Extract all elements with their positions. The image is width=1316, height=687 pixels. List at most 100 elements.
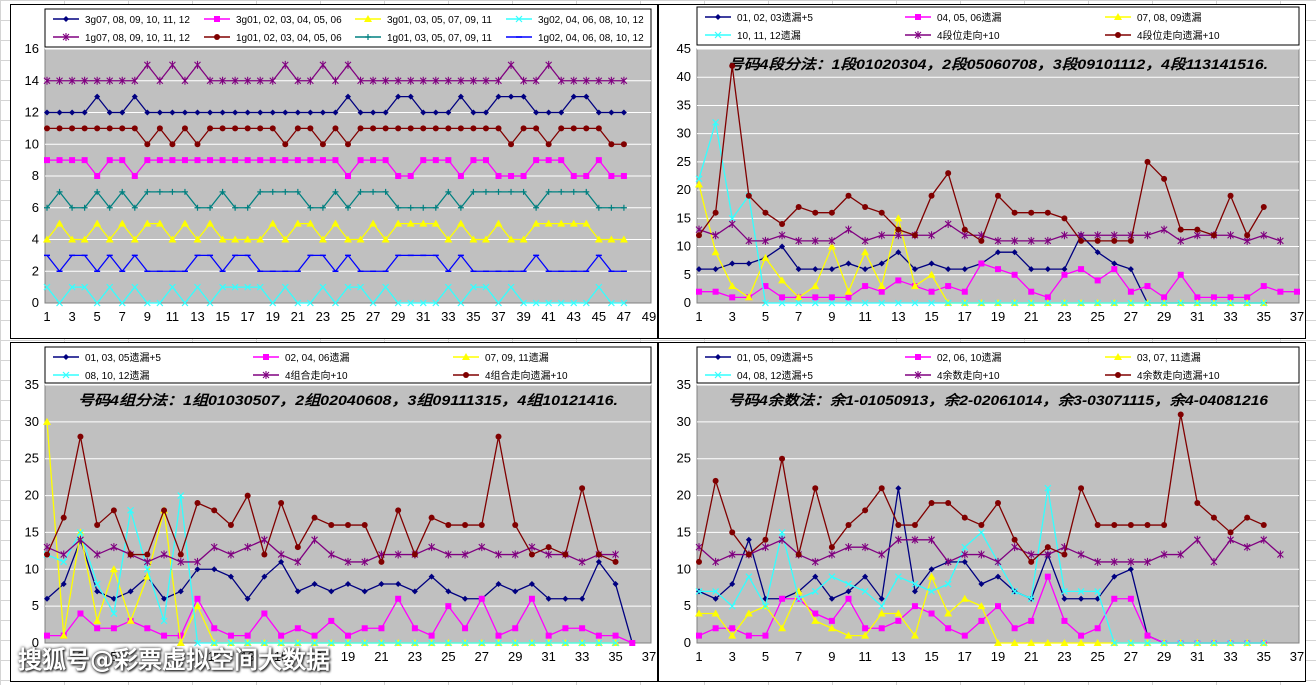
point-2-5-6 <box>795 204 802 211</box>
point-2-4-15 <box>944 219 952 228</box>
point-1-6-24 <box>345 204 351 211</box>
point-1-6-15 <box>232 204 239 211</box>
xtick-label-2-5: 11 <box>858 309 872 324</box>
point-4-2-21 <box>1043 639 1052 646</box>
point-2-0-10 <box>862 266 869 273</box>
point-1-2-21 <box>306 219 315 227</box>
ytick-label-1-8: 16 <box>25 41 39 56</box>
point-1-0-45 <box>608 109 615 116</box>
point-1-3-29 <box>407 299 415 307</box>
point-1-6-12 <box>194 204 201 211</box>
point-4-5-14 <box>928 499 935 506</box>
point-3-0-23 <box>428 573 435 580</box>
point-3-5-25 <box>462 522 469 529</box>
point-4-1-22 <box>1061 617 1068 624</box>
point-1-0-25 <box>357 109 364 116</box>
ytick-label-3-6: 30 <box>25 414 39 429</box>
legend-marker-2-4 <box>914 31 922 39</box>
point-3-4-13 <box>261 535 268 544</box>
point-4-0-25 <box>1111 573 1118 580</box>
xtick-label-2-0: 1 <box>695 309 702 324</box>
point-3-0-5 <box>127 588 134 595</box>
point-1-6-7 <box>131 204 138 211</box>
point-2-4-2 <box>728 219 736 228</box>
point-1-6-28 <box>395 204 402 211</box>
point-4-3-23 <box>1077 587 1085 595</box>
point-1-5-7 <box>131 125 138 132</box>
legend-label-2-0: 01, 02, 03遗漏+5 <box>737 11 813 24</box>
point-1-1-31 <box>432 157 439 164</box>
legend-label-3-3: 08, 10, 12遗漏 <box>85 369 149 382</box>
point-1-5-35 <box>482 125 489 132</box>
point-4-3-33 <box>1243 639 1251 647</box>
point-1-2-38 <box>519 235 528 243</box>
xtick-label-2-13: 27 <box>1124 309 1138 324</box>
xtick-label-2-11: 23 <box>1057 309 1071 324</box>
xtick-label-1-15: 31 <box>416 309 430 324</box>
point-4-5-16 <box>961 514 968 521</box>
point-1-1-22 <box>319 157 326 164</box>
xtick-label-4-1: 3 <box>729 649 736 664</box>
ytick-label-1-6: 12 <box>25 105 39 120</box>
point-4-1-23 <box>1078 632 1085 639</box>
point-1-4-21 <box>306 76 314 85</box>
point-1-0-14 <box>219 109 226 116</box>
point-4-2-15 <box>944 609 953 617</box>
point-1-2-42 <box>569 219 578 227</box>
point-1-1-28 <box>395 173 402 179</box>
point-3-5-6 <box>144 551 151 558</box>
point-4-4-8 <box>828 550 836 559</box>
point-4-2-13 <box>910 631 919 639</box>
point-1-4-6 <box>118 76 126 85</box>
ytick-label-1-4: 8 <box>32 168 39 183</box>
point-1-0-34 <box>470 109 477 116</box>
point-3-3-6 <box>143 565 151 573</box>
xtick-label-1-24: 49 <box>642 309 656 324</box>
point-1-6-38 <box>520 188 527 195</box>
point-3-3-18 <box>344 639 352 647</box>
xtick-label-4-10: 21 <box>1024 649 1038 664</box>
point-3-5-10 <box>211 507 218 514</box>
point-1-2-33 <box>456 219 465 227</box>
xtick-label-1-21: 43 <box>567 309 581 324</box>
point-2-3-8 <box>828 299 836 307</box>
point-3-1-19 <box>361 625 368 632</box>
point-1-2-17 <box>256 235 265 243</box>
point-4-0-12 <box>895 485 902 492</box>
point-2-1-23 <box>1078 266 1085 273</box>
point-4-1-15 <box>945 625 952 632</box>
point-2-5-32 <box>1227 192 1234 199</box>
series-3-3 <box>43 492 619 647</box>
point-4-2-5 <box>778 624 787 632</box>
point-1-6-31 <box>432 204 439 211</box>
point-2-5-8 <box>828 209 835 216</box>
point-3-5-24 <box>445 522 452 529</box>
point-2-0-26 <box>1127 266 1134 273</box>
point-4-5-30 <box>1194 499 1201 506</box>
point-1-3-23 <box>332 299 339 307</box>
point-1-6-45 <box>608 204 615 211</box>
legend-label-1-3: 3g02, 04, 06, 08, 10, 12 <box>538 15 644 26</box>
point-1-5-44 <box>595 125 602 132</box>
point-2-5-30 <box>1194 226 1201 233</box>
point-4-5-24 <box>1094 522 1101 529</box>
point-1-3-0 <box>43 283 51 291</box>
point-3-3-3 <box>93 580 101 588</box>
point-3-3-28 <box>511 639 519 647</box>
xtick-label-3-17: 35 <box>608 649 622 664</box>
point-4-3-1 <box>712 587 720 595</box>
point-1-1-36 <box>495 173 502 179</box>
series-1-0 <box>44 93 627 116</box>
xtick-label-3-7: 15 <box>274 649 288 664</box>
point-4-2-14 <box>927 572 936 580</box>
point-1-1-20 <box>294 157 301 164</box>
point-2-4-6 <box>795 236 803 245</box>
point-2-0-5 <box>779 243 786 250</box>
point-3-1-27 <box>495 632 502 639</box>
point-2-4-10 <box>861 236 869 245</box>
point-1-1-37 <box>508 173 515 179</box>
point-3-1-33 <box>595 632 602 639</box>
point-1-0-9 <box>156 109 163 116</box>
point-1-3-33 <box>457 299 465 307</box>
